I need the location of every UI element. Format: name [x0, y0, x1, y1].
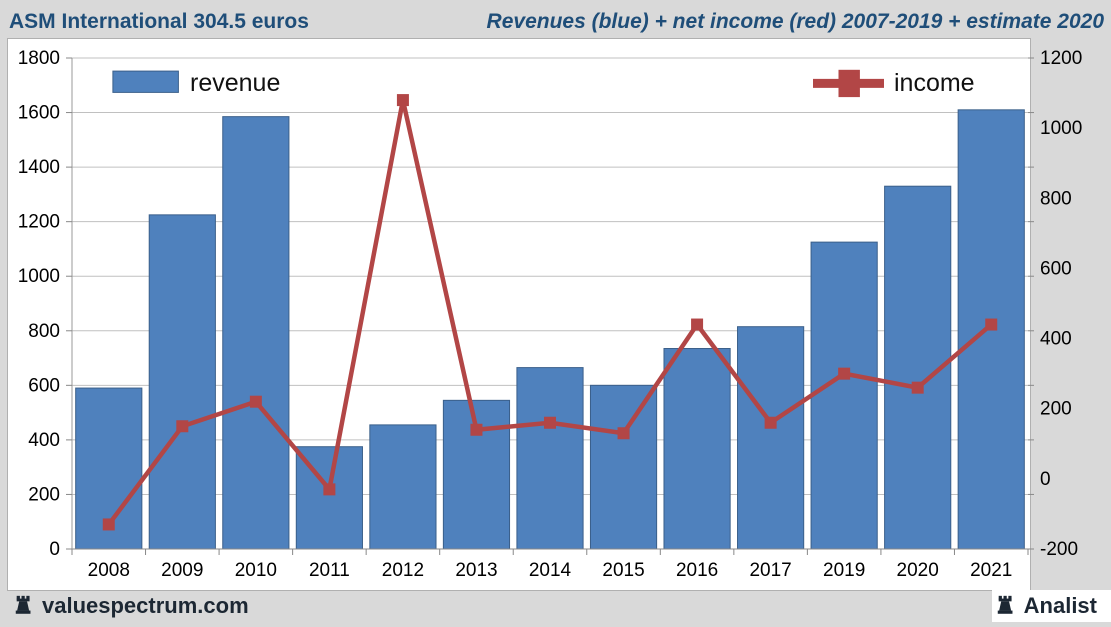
svg-text:2013: 2013: [455, 560, 497, 581]
svg-text:800: 800: [1040, 188, 1072, 209]
svg-text:400: 400: [1040, 329, 1072, 350]
svg-text:2019: 2019: [823, 560, 865, 581]
svg-text:1800: 1800: [18, 48, 60, 69]
svg-text:2017: 2017: [749, 560, 791, 581]
svg-text:2016: 2016: [676, 560, 718, 581]
svg-text:1000: 1000: [18, 266, 60, 287]
svg-text:1400: 1400: [18, 157, 60, 178]
svg-text:revenue: revenue: [190, 69, 280, 97]
svg-text:2014: 2014: [529, 560, 572, 581]
svg-text:600: 600: [28, 375, 60, 396]
svg-text:200: 200: [28, 484, 60, 505]
svg-text:800: 800: [28, 321, 60, 342]
svg-text:2011: 2011: [309, 560, 350, 581]
svg-text:income: income: [894, 69, 975, 97]
svg-text:2009: 2009: [161, 560, 203, 581]
svg-text:2021: 2021: [970, 560, 1012, 581]
svg-text:1200: 1200: [18, 212, 60, 233]
svg-text:-200: -200: [1040, 539, 1078, 560]
svg-text:200: 200: [1040, 399, 1072, 420]
svg-text:2015: 2015: [602, 560, 644, 581]
svg-text:2008: 2008: [88, 560, 130, 581]
svg-text:2012: 2012: [382, 560, 424, 581]
svg-text:400: 400: [28, 430, 60, 451]
svg-text:1200: 1200: [1040, 48, 1082, 69]
svg-text:600: 600: [1040, 258, 1072, 279]
svg-text:1600: 1600: [18, 103, 60, 124]
svg-text:0: 0: [49, 539, 60, 560]
svg-text:0: 0: [1040, 469, 1051, 490]
svg-text:2010: 2010: [235, 560, 277, 581]
svg-text:2020: 2020: [897, 560, 939, 581]
svg-text:1000: 1000: [1040, 118, 1082, 139]
